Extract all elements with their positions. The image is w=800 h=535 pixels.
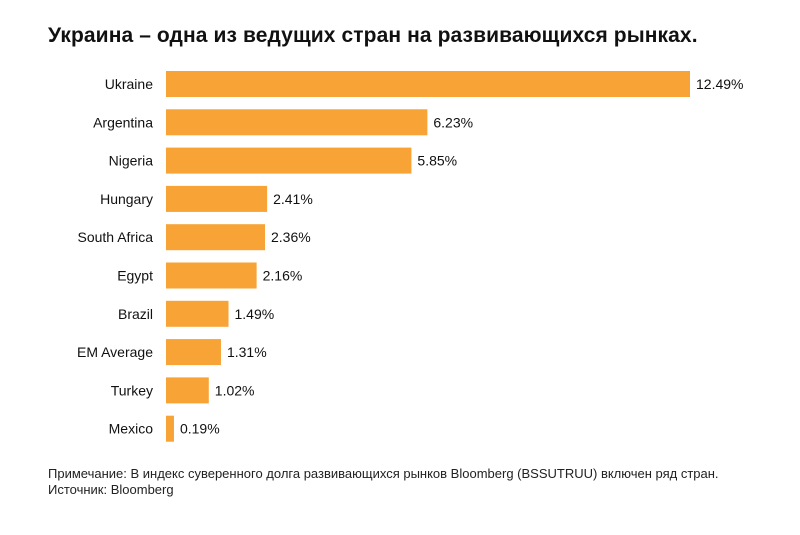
bar xyxy=(166,109,428,136)
category-label: Hungary xyxy=(100,191,153,207)
value-label: 2.41% xyxy=(273,191,313,207)
bar xyxy=(166,377,209,404)
category-label: Turkey xyxy=(111,382,153,398)
bar-chart: Ukraine 12.49% Argentina 6.23% Nigeria 5.85% H… xyxy=(77,71,743,442)
bar xyxy=(166,262,257,289)
category-label: Ukraine xyxy=(105,76,153,92)
value-label: 1.31% xyxy=(227,344,267,360)
category-label: Nigeria xyxy=(109,153,154,169)
category-label: EM Average xyxy=(77,344,153,360)
category-label: Argentina xyxy=(93,114,153,130)
chart-source: Источник: Bloomberg xyxy=(48,482,174,497)
value-label: 12.49% xyxy=(696,76,743,92)
value-label: 6.23% xyxy=(433,114,473,130)
bar xyxy=(166,300,229,327)
bar xyxy=(166,185,268,212)
chart-note: Примечание: В индекс суверенного долга р… xyxy=(48,466,719,481)
category-label: Mexico xyxy=(109,421,154,437)
bar xyxy=(166,224,266,251)
bar xyxy=(166,71,690,97)
value-label: 1.02% xyxy=(215,382,255,398)
category-label: South Africa xyxy=(78,229,154,245)
chart-title: Украина – одна из ведущих стран на разви… xyxy=(48,24,698,47)
value-label: 1.49% xyxy=(235,306,275,322)
category-label: Egypt xyxy=(117,268,153,284)
category-label: Brazil xyxy=(118,306,153,322)
value-label: 2.36% xyxy=(271,229,311,245)
bar xyxy=(166,415,174,442)
value-label: 2.16% xyxy=(263,268,303,284)
bar xyxy=(166,339,221,366)
value-label: 0.19% xyxy=(180,421,220,437)
chart-footnote: Примечание: В индекс суверенного долга р… xyxy=(48,466,748,498)
bar xyxy=(166,147,412,174)
value-label: 5.85% xyxy=(417,153,457,169)
